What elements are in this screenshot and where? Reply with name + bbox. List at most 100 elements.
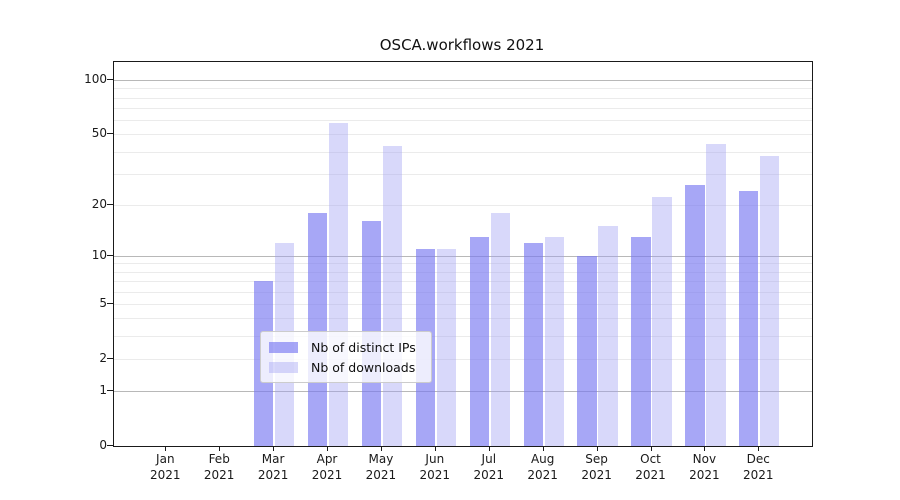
- legend-label: Nb of downloads: [311, 359, 416, 375]
- y-tick-mark: [107, 445, 113, 446]
- x-axis-tick-label: Mar 2021: [243, 451, 303, 483]
- x-tick-mark: [542, 446, 544, 451]
- x-axis-tick-label: Jan 2021: [135, 451, 195, 483]
- x-axis-year: 2021: [527, 468, 558, 482]
- y-axis-tick-label: 1: [99, 383, 107, 397]
- x-tick-mark: [758, 446, 760, 451]
- legend-swatch-downloads: [269, 361, 298, 373]
- gridline-minor: [114, 281, 812, 283]
- y-axis-tick-label: 20: [91, 196, 107, 211]
- bar-downloads: [598, 226, 618, 446]
- x-axis-tick-label: Oct 2021: [621, 451, 681, 483]
- x-axis-year: 2021: [150, 468, 181, 482]
- x-axis-month: Oct: [640, 452, 661, 466]
- x-axis-tick-label: Apr 2021: [297, 451, 357, 483]
- x-axis-tick-label: May 2021: [351, 451, 411, 483]
- x-axis-year: 2021: [419, 468, 451, 482]
- bar-distinct-ips: [685, 184, 705, 446]
- x-axis-year: 2021: [311, 468, 343, 482]
- gridline-major: [114, 391, 812, 392]
- y-axis-tick-label: 100: [84, 72, 107, 86]
- y-tick-mark: [107, 390, 113, 391]
- x-axis-year: 2021: [689, 468, 720, 482]
- x-axis-tick-label: Jul 2021: [459, 451, 519, 483]
- y-axis-tick-label: 0: [99, 438, 107, 452]
- x-axis-year: 2021: [365, 468, 397, 482]
- y-axis-tick-label: 50: [91, 126, 107, 141]
- x-axis-year: 2021: [743, 468, 774, 482]
- chart-title: OSCA.workflows 2021: [379, 36, 545, 54]
- gridline-minor: [114, 358, 812, 360]
- gridline-minor: [114, 107, 812, 109]
- legend: Nb of distinct IPs Nb of downloads: [260, 331, 432, 383]
- legend-label: Nb of distinct IPs: [311, 339, 416, 355]
- bar-distinct-ips: [523, 242, 543, 446]
- gridline-minor: [114, 291, 812, 293]
- x-tick-mark: [165, 446, 167, 451]
- x-axis-year: 2021: [581, 468, 612, 482]
- x-axis-year: 2021: [635, 468, 666, 482]
- gridline-minor: [114, 271, 812, 273]
- gridline-minor: [114, 173, 812, 175]
- x-axis-tick-label: Nov 2021: [674, 451, 734, 483]
- x-tick-mark: [704, 446, 706, 451]
- bar-downloads: [490, 212, 510, 446]
- bar-downloads: [382, 145, 403, 446]
- y-tick-mark: [107, 302, 113, 304]
- y-axis-tick-label: 2: [99, 350, 107, 365]
- gridline-major: [114, 255, 812, 257]
- gridline-minor: [114, 97, 812, 99]
- y-axis-tick-label: 5: [99, 295, 107, 310]
- bar-distinct-ips: [469, 236, 489, 446]
- x-axis-month: Dec: [746, 452, 770, 466]
- x-tick-mark: [327, 446, 328, 451]
- x-tick-mark: [434, 446, 436, 451]
- y-axis-tick-label: 10: [91, 247, 107, 262]
- gridline-minor: [114, 336, 812, 338]
- x-axis-month: May: [368, 452, 394, 466]
- x-axis-year: 2021: [257, 468, 289, 482]
- x-axis-month: Jul: [481, 452, 497, 466]
- bar-distinct-ips: [739, 190, 759, 446]
- x-axis-tick-label: Aug 2021: [513, 451, 573, 483]
- x-axis-month: Feb: [208, 452, 230, 466]
- gridline-minor: [114, 263, 812, 265]
- bar-downloads: [760, 155, 780, 446]
- x-axis-month: Mar: [261, 452, 285, 466]
- x-axis-month: Nov: [692, 452, 717, 466]
- x-axis-month: Jan: [156, 452, 175, 466]
- bar-distinct-ips: [577, 255, 597, 446]
- gridline-minor: [114, 204, 812, 206]
- x-tick-mark: [273, 446, 275, 451]
- x-axis-tick-label: Sep 2021: [567, 451, 627, 483]
- gridline-minor: [114, 303, 812, 305]
- bar-downloads: [544, 236, 564, 446]
- y-tick-mark: [107, 79, 113, 80]
- bar-downloads: [328, 122, 349, 446]
- gridline-minor: [114, 120, 812, 121]
- x-tick-mark: [380, 446, 382, 451]
- gridline-minor: [114, 151, 812, 153]
- x-axis-month: Aug: [530, 452, 555, 466]
- gridline-major: [114, 80, 812, 81]
- x-axis-month: Apr: [316, 452, 338, 466]
- bar-downloads: [652, 197, 672, 446]
- gridline-minor: [114, 88, 812, 90]
- plot-area: [113, 61, 813, 447]
- y-tick-mark: [107, 203, 113, 205]
- x-axis-year: 2021: [203, 468, 235, 482]
- x-tick-mark: [219, 446, 221, 451]
- x-axis-month: Jun: [425, 452, 445, 466]
- bar-downloads: [436, 248, 456, 446]
- bar-distinct-ips: [307, 212, 328, 446]
- legend-row: Nb of distinct IPs: [269, 337, 431, 357]
- x-tick-mark: [650, 446, 652, 451]
- y-tick-mark: [107, 254, 113, 256]
- x-tick-mark: [488, 446, 490, 451]
- legend-swatch-distinct-ips: [269, 341, 298, 353]
- x-axis-tick-label: Dec 2021: [728, 451, 788, 483]
- bar-downloads: [706, 144, 726, 446]
- gridline-minor: [114, 318, 812, 320]
- x-tick-mark: [596, 446, 598, 451]
